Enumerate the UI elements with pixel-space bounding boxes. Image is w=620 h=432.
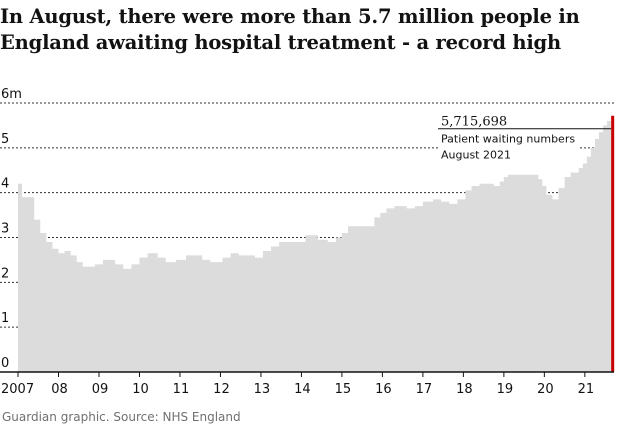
y-tick-label: 0 [1, 356, 9, 371]
x-tick-label: 10 [132, 382, 149, 397]
x-axis: 2007 08 09 10 11 12 13 14 15 16 17 18 19 20 21 [1, 372, 594, 397]
x-tick-label: 18 [456, 382, 473, 397]
x-tick-label: 15 [335, 382, 352, 397]
y-tick-label: 3 [1, 222, 9, 237]
y-tick-label: 4 [1, 177, 9, 192]
x-tick-label: 12 [213, 382, 230, 397]
chart-title: In August, there were more than 5.7 mill… [0, 5, 580, 54]
x-tick-label: 20 [537, 382, 554, 397]
x-tick-label: 09 [92, 382, 109, 397]
y-tick-label: 5 [1, 132, 9, 147]
plot-area [0, 115, 615, 373]
x-tick-label: 16 [375, 382, 392, 397]
annotation-label: Patient waiting numbers [441, 133, 575, 146]
x-tick-label: 14 [294, 382, 311, 397]
source-footer: Guardian graphic. Source: NHS England [2, 410, 241, 424]
x-tick-label: 17 [416, 382, 433, 397]
highlight-bar [611, 115, 615, 372]
x-tick-label: 08 [51, 382, 68, 397]
y-tick-label: 2 [1, 266, 9, 281]
y-tick-label: 6m [1, 87, 22, 102]
x-tick-label: 19 [497, 382, 514, 397]
series-area [18, 115, 612, 372]
annotation-date: August 2021 [441, 149, 511, 162]
x-tick-label: 11 [173, 382, 190, 397]
x-tick-label: 2007 [1, 382, 34, 397]
x-tick-label: 21 [578, 382, 595, 397]
x-tick-label: 13 [254, 382, 271, 397]
annotation-value: 5,715,698 [441, 115, 507, 130]
y-axis: 0 1 2 3 4 5 6m [1, 87, 22, 371]
annotation-background [438, 129, 580, 163]
annotation: 5,715,698 Patient waiting numbers August… [438, 115, 612, 163]
y-tick-label: 1 [1, 311, 9, 326]
